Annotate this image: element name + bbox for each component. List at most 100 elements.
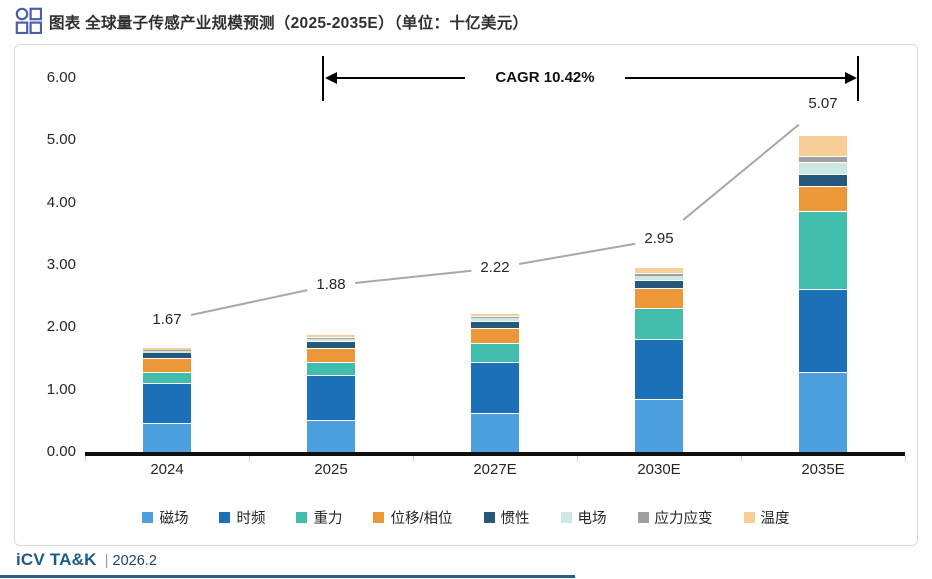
- legend-swatch: [142, 512, 154, 523]
- cagr-left-arrow-line: [337, 77, 465, 79]
- cagr-right-arrowhead: [845, 72, 857, 84]
- bar-segment-重力: [307, 362, 355, 376]
- bar-segment-位移/相位: [307, 348, 355, 363]
- bar-segment-应力应变: [471, 316, 519, 318]
- bar-segment-时频: [799, 289, 847, 373]
- legend-swatch: [743, 512, 755, 523]
- x-axis-category-label: 2024: [150, 461, 184, 478]
- legend-label: 温度: [760, 511, 790, 527]
- page-title: 图表 全球量子传感产业规模预测（2025-2035E）（单位：十亿美元）: [49, 15, 529, 32]
- footer-date: 2026.2: [112, 553, 157, 569]
- x-axis-tick: [249, 456, 250, 462]
- chart-legend: 磁场 时频 重力 位移/相位 惯性 电场 应力应变 温度: [30, 507, 902, 528]
- bar-segment-温度: [143, 347, 191, 350]
- bar-segment-时频: [635, 339, 683, 401]
- x-axis-line: [85, 452, 905, 456]
- legend-item-重力: 重力: [296, 507, 342, 528]
- cagr-range-start-line: [322, 56, 324, 101]
- bar-segment-惯性: [143, 352, 191, 360]
- bar-segment-时频: [307, 375, 355, 421]
- bar-segment-温度: [635, 268, 683, 274]
- bar-segment-时频: [471, 362, 519, 414]
- bar-segment-重力: [471, 344, 519, 363]
- legend-swatch: [560, 512, 572, 523]
- bar-segment-惯性: [307, 341, 355, 349]
- cagr-range-end-line: [857, 56, 859, 101]
- cagr-label: CAGR 10.42%: [495, 69, 595, 86]
- bar-segment-磁场: [143, 423, 191, 452]
- x-axis-category-label: 2027E: [473, 461, 517, 478]
- y-axis-tick-label: 4.00: [46, 193, 76, 211]
- legend-item-时频: 时频: [219, 507, 265, 528]
- x-axis-category-label: 2035E: [801, 461, 845, 478]
- y-axis-tick-label: 6.00: [46, 69, 76, 87]
- y-axis-tick-label: 0.00: [46, 443, 76, 460]
- x-axis-tick: [905, 456, 906, 462]
- bar-segment-应力应变: [307, 337, 355, 339]
- bar-segment-惯性: [635, 281, 683, 290]
- bar-segment-惯性: [471, 321, 519, 330]
- x-axis-tick: [577, 456, 578, 462]
- footer-rule: [0, 575, 575, 578]
- legend-label: 磁场: [159, 511, 189, 527]
- legend-item-温度: 温度: [743, 507, 790, 528]
- bar-segment-位移/相位: [635, 289, 683, 309]
- bar-segment-应力应变: [143, 349, 191, 351]
- bar-segment-磁场: [799, 372, 847, 452]
- legend-swatch: [219, 512, 231, 523]
- brand-logo: iCV TA&K: [16, 550, 97, 569]
- bar-segment-位移/相位: [143, 359, 191, 373]
- y-axis-tick-label: 1.00: [46, 380, 76, 398]
- cagr-left-arrowhead: [325, 72, 337, 84]
- bar-segment-惯性: [799, 175, 847, 188]
- grid-squares-icon: [15, 7, 42, 34]
- bar-total-label: 1.88: [316, 275, 346, 293]
- legend-label: 时频: [236, 511, 266, 527]
- bar-segment-重力: [799, 212, 847, 290]
- footer: iCV TA&K | 2026.2: [16, 550, 157, 570]
- y-axis-tick-label: 2.00: [46, 318, 76, 336]
- legend-item-磁场: 磁场: [142, 507, 188, 528]
- x-axis-tick: [85, 456, 86, 462]
- y-axis-tick-label: 5.00: [46, 131, 76, 149]
- legend-label: 惯性: [500, 511, 530, 527]
- bar-total-label: 5.07: [808, 94, 838, 112]
- bar-segment-电场: [307, 338, 355, 342]
- bar-segment-位移/相位: [471, 329, 519, 345]
- legend-swatch: [637, 512, 649, 523]
- bar-segment-温度: [307, 334, 355, 338]
- legend-swatch: [296, 512, 308, 523]
- chart-panel: [14, 44, 918, 546]
- x-axis-tick: [413, 456, 414, 462]
- y-axis-tick-label: 3.00: [46, 256, 76, 273]
- legend-swatch: [373, 512, 385, 523]
- legend-item-惯性: 惯性: [483, 507, 530, 528]
- legend-swatch: [483, 512, 495, 523]
- bar-segment-时频: [143, 384, 191, 424]
- x-axis-category-label: 2030E: [637, 461, 681, 478]
- x-axis-category-label: 2025: [314, 461, 348, 478]
- bar-total-label: 2.22: [480, 258, 510, 276]
- legend-label: 应力应变: [654, 511, 713, 527]
- bar-segment-位移/相位: [799, 187, 847, 213]
- bar-total-label: 2.95: [644, 230, 674, 248]
- bar-segment-电场: [143, 350, 191, 353]
- bar-segment-电场: [471, 317, 519, 322]
- bar-segment-温度: [799, 135, 847, 157]
- bar-segment-应力应变: [799, 156, 847, 163]
- legend-item-位移/相位: 位移/相位: [373, 507, 453, 528]
- bar-segment-重力: [143, 372, 191, 385]
- bar-segment-电场: [635, 275, 683, 282]
- legend-item-电场: 电场: [560, 507, 607, 528]
- bar-total-label: 1.67: [152, 310, 182, 328]
- bar-segment-重力: [635, 308, 683, 340]
- legend-label: 重力: [313, 511, 343, 527]
- bar-segment-磁场: [471, 413, 519, 452]
- legend-label: 位移/相位: [390, 511, 453, 527]
- legend-item-应力应变: 应力应变: [637, 507, 713, 528]
- footer-separator: |: [104, 552, 109, 569]
- bar-segment-磁场: [307, 420, 355, 452]
- bar-segment-电场: [799, 162, 847, 176]
- cagr-right-arrow-line: [625, 77, 845, 79]
- x-axis-tick: [741, 456, 742, 462]
